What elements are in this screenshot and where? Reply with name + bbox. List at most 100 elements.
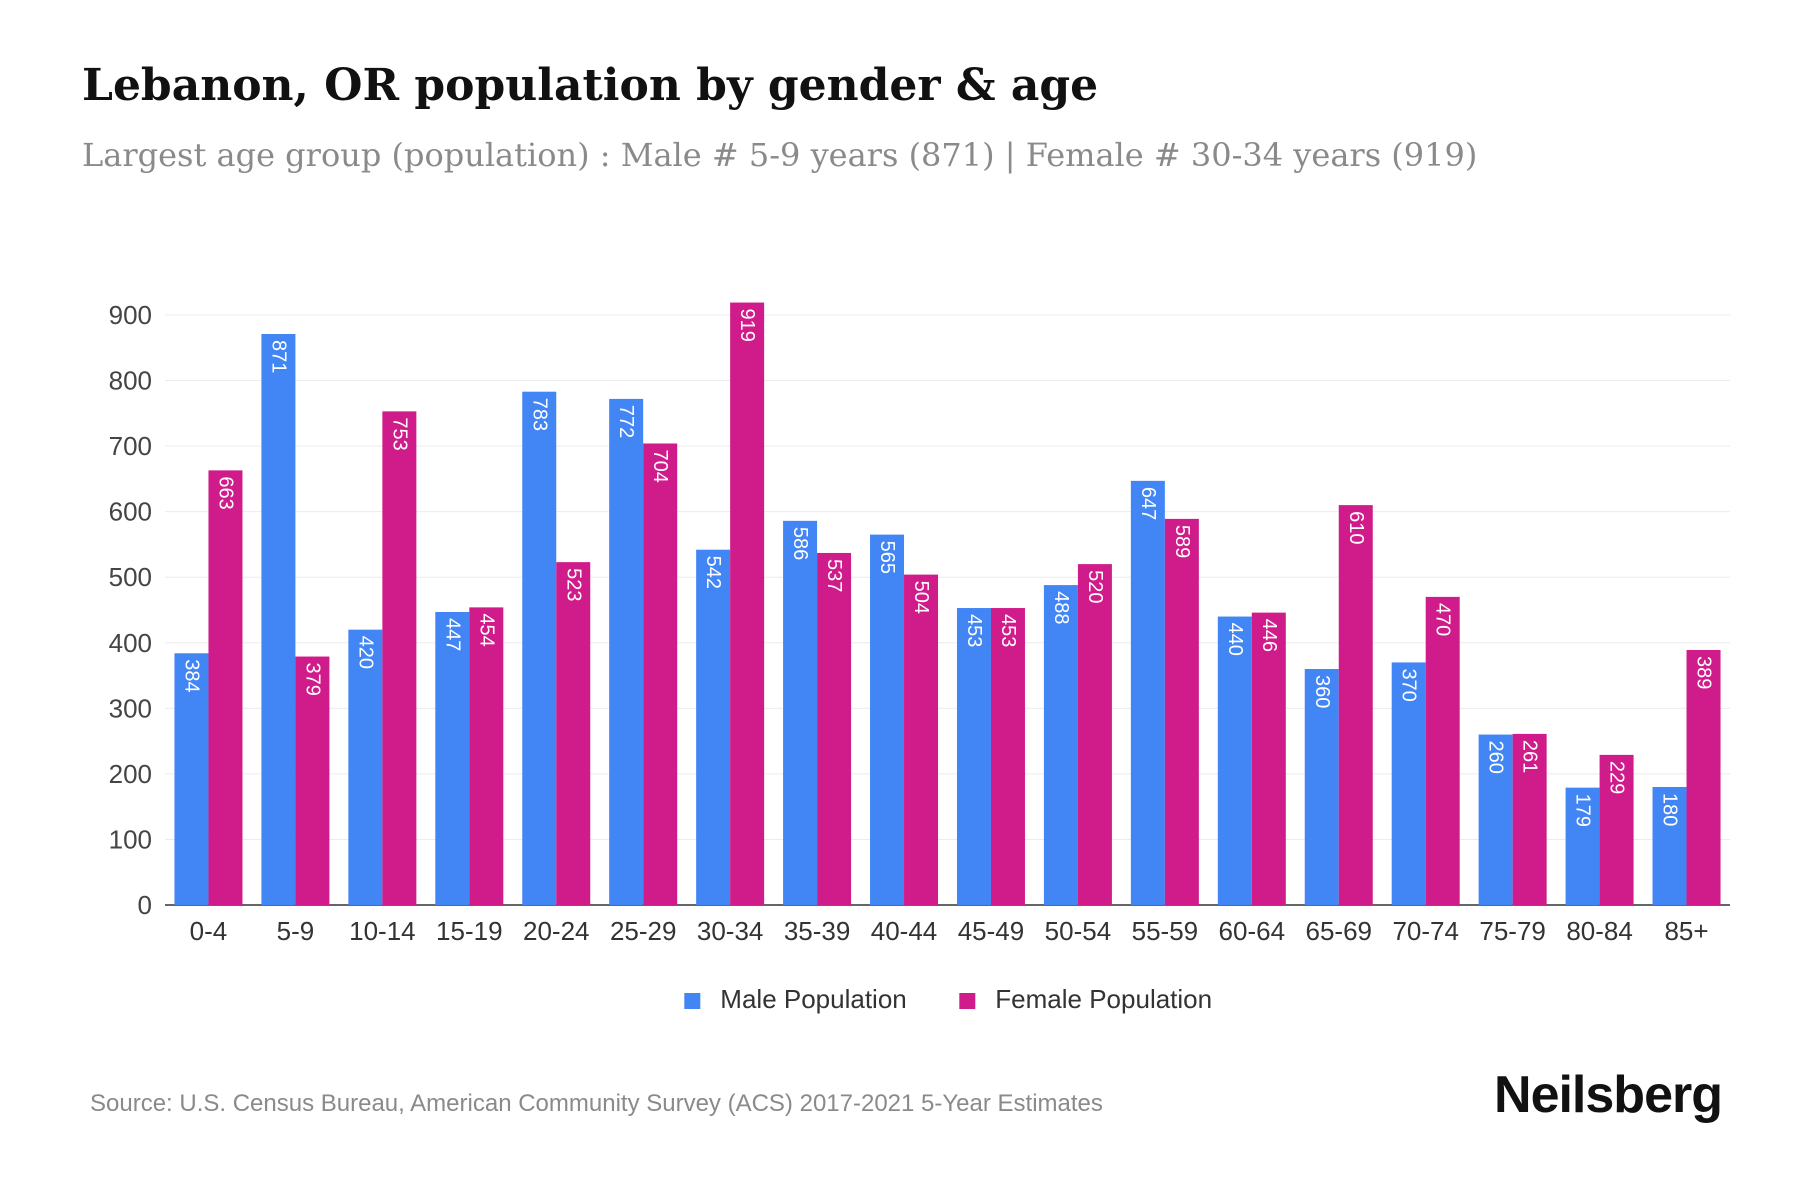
male-bar (870, 534, 905, 905)
bar-value-label: 360 (1311, 675, 1333, 708)
female-legend-swatch (959, 993, 976, 1009)
bar-value-label: 453 (963, 614, 985, 647)
gridlines (165, 314, 1730, 906)
bar-value-label: 772 (615, 405, 637, 438)
bar-labels: 384 663 871 379 420 753 447 454 783 523 772 704 542 9… (180, 309, 1714, 827)
y-tick-label: 300 (109, 693, 152, 723)
male-bar (609, 398, 644, 905)
female-bar (990, 608, 1025, 905)
y-tick-label: 0 (138, 890, 152, 920)
source-note: Source: U.S. Census Bureau, American Com… (90, 1090, 1103, 1117)
male-bar (1478, 734, 1513, 905)
bar-value-label: 379 (301, 663, 323, 696)
legend-label: Female Population (995, 984, 1212, 1014)
x-tick-label: 10-14 (349, 916, 416, 946)
male-bar (783, 520, 818, 905)
y-tick-label: 800 (109, 366, 152, 396)
female-bar (208, 470, 243, 905)
bar-value-label: 919 (736, 309, 758, 342)
y-tick-label: 400 (109, 628, 152, 658)
female-bar (1686, 649, 1721, 905)
male-bar (1217, 616, 1252, 905)
female-bar (295, 656, 330, 905)
female-bar (643, 443, 678, 905)
female-bar (1425, 596, 1460, 905)
female-bar (556, 562, 591, 905)
male-bar (348, 629, 383, 905)
bar-value-label: 470 (1432, 603, 1454, 636)
y-tick-label: 900 (109, 300, 152, 330)
y-tick-label: 200 (109, 759, 152, 789)
bar-value-label: 180 (1659, 793, 1681, 826)
y-tick-label: 600 (109, 497, 152, 527)
male-bar (174, 653, 209, 905)
bar-value-label: 384 (180, 659, 202, 692)
male-bar (435, 611, 470, 905)
male-bar (696, 549, 731, 905)
bar-value-label: 447 (441, 618, 463, 651)
brand-logo: Neilsberg (1494, 1066, 1723, 1124)
male-bar (1304, 669, 1339, 905)
bar-value-label: 453 (997, 614, 1019, 647)
female-bar (1077, 564, 1112, 905)
x-tick-label: 0-4 (190, 916, 228, 946)
x-tick-label: 60-64 (1219, 916, 1286, 946)
bar-value-label: 446 (1258, 619, 1280, 652)
bar-value-label: 565 (876, 541, 898, 574)
x-tick-label: 20-24 (523, 916, 590, 946)
y-axis-ticks: 0 100 200 300 400 500 600 700 800 900 (109, 300, 152, 920)
female-bar (382, 411, 417, 905)
bar-value-label: 420 (354, 636, 376, 669)
y-tick-label: 700 (109, 431, 152, 461)
male-bar (1043, 585, 1078, 905)
x-tick-label: 50-54 (1045, 916, 1112, 946)
y-tick-label: 500 (109, 562, 152, 592)
bar-value-label: 610 (1345, 511, 1367, 544)
female-bar (730, 302, 765, 905)
bar-value-label: 389 (1693, 656, 1715, 689)
bar-value-label: 229 (1606, 761, 1628, 794)
y-tick-label: 100 (109, 824, 152, 854)
x-tick-label: 65-69 (1306, 916, 1373, 946)
bars (174, 302, 1721, 905)
male-bar (1652, 787, 1687, 905)
x-tick-label: 30-34 (697, 916, 764, 946)
x-tick-label: 85+ (1664, 916, 1708, 946)
bar-value-label: 542 (702, 556, 724, 589)
bar-value-label: 179 (1572, 794, 1594, 827)
male-bar (956, 608, 991, 905)
legend: Male Population Female Population (684, 984, 1212, 1014)
bar-value-label: 520 (1084, 570, 1106, 603)
female-bar (904, 574, 939, 905)
bar-value-label: 537 (823, 559, 845, 592)
x-tick-label: 80-84 (1566, 916, 1633, 946)
bar-value-label: 663 (214, 476, 236, 509)
female-bar (1599, 754, 1634, 905)
female-bar (1512, 733, 1547, 905)
bar-value-label: 586 (789, 527, 811, 560)
x-tick-label: 40-44 (871, 916, 938, 946)
male-bar (1565, 787, 1600, 905)
legend-label: Male Population (720, 984, 906, 1014)
x-tick-label: 25-29 (610, 916, 677, 946)
female-bar (1338, 505, 1373, 905)
x-tick-label: 55-59 (1132, 916, 1199, 946)
x-axis-ticks: 0-4 5-9 10-14 15-19 20-24 25-29 30-34 35-39 40-4… (190, 916, 1709, 946)
male-bar (522, 391, 557, 905)
bar-value-label: 260 (1485, 741, 1507, 774)
male-bar (1130, 480, 1165, 905)
bar-value-label: 504 (910, 581, 932, 614)
bar-value-label: 647 (1137, 487, 1159, 520)
bar-value-label: 871 (267, 340, 289, 373)
female-bar (469, 607, 504, 905)
female-bar (1164, 518, 1199, 905)
x-tick-label: 15-19 (436, 916, 503, 946)
bar-value-label: 783 (528, 398, 550, 431)
x-tick-label: 70-74 (1392, 916, 1459, 946)
x-tick-label: 5-9 (277, 916, 315, 946)
male-legend-swatch (684, 993, 701, 1009)
male-bar (1391, 662, 1426, 905)
bar-value-label: 753 (388, 417, 410, 450)
bar-value-label: 523 (562, 568, 584, 601)
